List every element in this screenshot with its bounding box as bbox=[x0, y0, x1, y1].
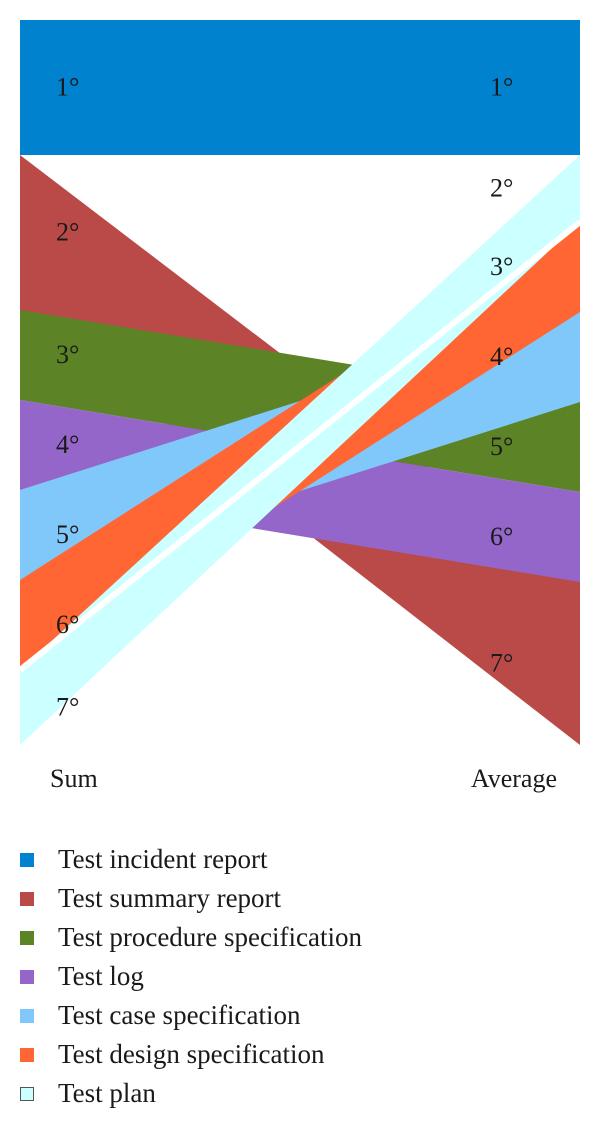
rank-label-sum-test-plan: 7° bbox=[56, 693, 79, 722]
band-separator bbox=[18, 219, 582, 673]
legend-swatch-test-log bbox=[20, 969, 34, 984]
legend-swatch-test-design-specification bbox=[20, 1047, 34, 1062]
rank-label-average-test-case-specification: 4° bbox=[490, 342, 513, 371]
legend-swatch-test-procedure-specification bbox=[20, 930, 34, 945]
rank-label-sum-test-incident-report: 1° bbox=[56, 73, 79, 102]
band-test-incident-report bbox=[20, 20, 580, 155]
rank-label-sum-test-summary-report: 2° bbox=[56, 218, 79, 247]
legend-label: Test summary report bbox=[58, 883, 282, 913]
legend-swatch-test-summary-report bbox=[20, 891, 34, 906]
rank-label-sum-test-design-specification: 6° bbox=[56, 610, 79, 639]
x-tick-label-average: Average bbox=[471, 764, 557, 793]
legend: Test incident report Test summary report T… bbox=[20, 840, 580, 1113]
rank-label-average-test-incident-report: 1° bbox=[490, 73, 513, 102]
legend-swatch-test-case-specification bbox=[20, 1008, 34, 1023]
rank-label-average-test-log: 6° bbox=[490, 522, 513, 551]
legend-label: Test design specification bbox=[58, 1039, 325, 1069]
rank-label-sum-test-procedure-specification: 3° bbox=[56, 340, 79, 369]
x-tick-label-sum: Sum bbox=[50, 764, 98, 793]
rank-label-sum-test-case-specification: 5° bbox=[56, 520, 79, 549]
legend-item-test-plan: Test plan bbox=[20, 1074, 580, 1113]
legend-swatch-test-incident-report bbox=[20, 852, 34, 867]
chart: 1° 1° 2° 7° 3° 5° 4° 6° 5° 4° 6° 3° 7° 2° Sum Average bbox=[18, 20, 582, 793]
legend-item-test-procedure-specification: Test procedure specification bbox=[20, 918, 580, 957]
chart-bands bbox=[18, 20, 582, 745]
rank-label-average-test-design-specification: 3° bbox=[490, 252, 513, 281]
rank-label-average-test-summary-report: 7° bbox=[490, 649, 513, 678]
legend-item-test-log: Test log bbox=[20, 957, 580, 996]
legend-label: Test procedure specification bbox=[58, 922, 362, 952]
legend-item-test-incident-report: Test incident report bbox=[20, 840, 580, 879]
legend-item-test-case-specification: Test case specification bbox=[20, 996, 580, 1035]
legend-label: Test plan bbox=[58, 1078, 156, 1108]
legend-label: Test incident report bbox=[58, 844, 268, 874]
legend-label: Test log bbox=[58, 961, 144, 991]
rank-label-sum-test-log: 4° bbox=[56, 430, 79, 459]
legend-swatch-test-plan bbox=[20, 1086, 34, 1101]
legend-item-test-design-specification: Test design specification bbox=[20, 1035, 580, 1074]
band-test-plan bbox=[20, 155, 580, 745]
legend-item-test-summary-report: Test summary report bbox=[20, 879, 580, 918]
legend-label: Test case specification bbox=[58, 1000, 301, 1030]
rank-label-average-test-plan: 2° bbox=[490, 174, 513, 203]
rank-label-average-test-procedure-specification: 5° bbox=[490, 432, 513, 461]
chart-rank-labels: 1° 1° 2° 7° 3° 5° 4° 6° 5° 4° 6° 3° 7° 2° bbox=[56, 73, 513, 722]
